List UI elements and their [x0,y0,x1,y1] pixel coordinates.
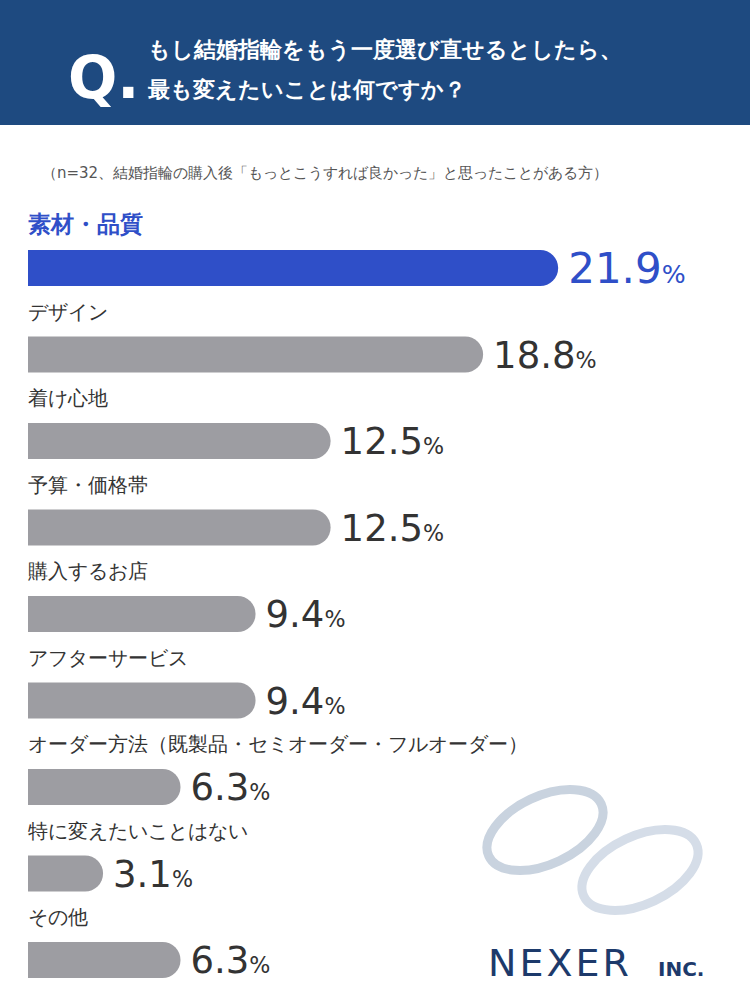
data-label: 9.4% [266,593,346,636]
bar [28,423,331,459]
data-label: 21.9% [568,244,685,293]
category-label: 予算・価格帯 [28,473,148,497]
subtitle: （n=32、結婚指輪の購入後「もっとこうすれば良かった」と思ったことがある方） [42,164,608,182]
category-label: 購入するお店 [28,559,148,583]
data-label: 6.3% [191,939,271,982]
bar [28,337,483,373]
chart: Q. もし結婚指輪をもう一度選び直せるとしたら、最も変えたいことは何ですか？ （n=… [0,0,750,1005]
ring [474,773,615,887]
data-label: 6.3% [191,766,271,809]
brand: NEXER [488,941,632,985]
bar [28,769,181,805]
category-label: 特に変えたいことはない [28,819,248,843]
header-band [0,0,750,125]
category-label: アフターサービス [28,646,188,670]
brand-suffix: INC. [658,957,704,981]
category-label: その他 [28,905,88,929]
category-label: 素材・品質 [28,211,143,237]
category-label: 着け心地 [28,386,108,410]
bar [28,596,256,632]
bar [28,510,331,546]
title: もし結婚指輪をもう一度選び直せるとしたら、 [148,37,622,62]
bar [28,250,558,286]
title: 最も変えたいことは何ですか？ [147,77,466,102]
bar [28,683,256,719]
data-label: 12.5% [341,420,444,463]
ring [569,813,710,927]
category-label: デザイン [28,300,108,324]
data-label: 12.5% [341,507,444,550]
bars [28,250,558,978]
data-label: 18.8% [493,334,596,377]
bar [28,856,103,892]
rings-illustration [474,773,710,927]
category-label: オーダー方法（既製品・セミオーダー・フルオーダー） [28,732,528,756]
title-prefix: Q. [68,44,139,112]
data-label: 9.4% [266,680,346,723]
data-label: 3.1% [113,853,193,896]
bar [28,942,181,978]
